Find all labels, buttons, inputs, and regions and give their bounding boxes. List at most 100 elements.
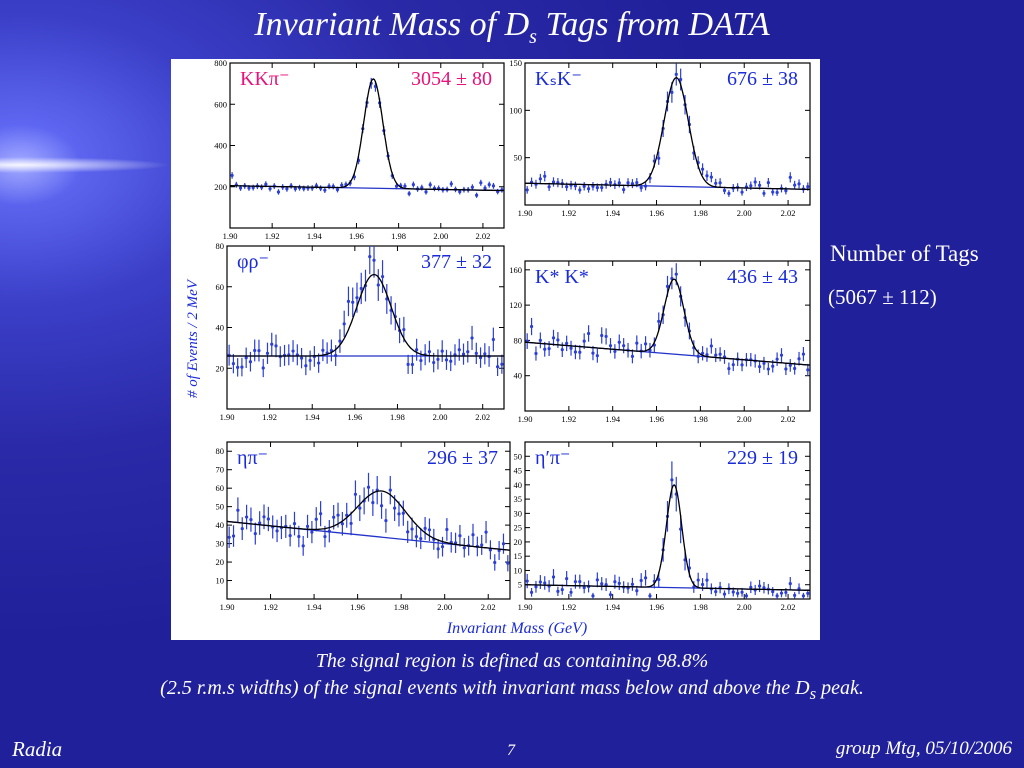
data-point <box>582 339 586 343</box>
data-point <box>749 585 753 589</box>
y-tick-label: 40 <box>514 371 523 381</box>
data-point <box>276 190 281 194</box>
data-point <box>757 365 762 369</box>
data-point <box>301 544 305 548</box>
x-tick-label: 2.02 <box>781 208 796 218</box>
data-point <box>749 184 753 188</box>
data-point <box>657 578 661 582</box>
x-tick-label: 2.00 <box>437 602 452 612</box>
data-point <box>600 582 604 586</box>
data-point <box>445 527 449 532</box>
data-point <box>740 363 744 367</box>
x-tick-label: 2.00 <box>737 208 752 218</box>
data-point <box>479 181 483 185</box>
x-tick-label: 1.98 <box>693 208 708 218</box>
data-point <box>538 580 542 584</box>
data-point <box>393 506 397 510</box>
caption-subscript: s <box>809 684 817 703</box>
data-point <box>635 181 639 185</box>
data-point <box>806 184 810 189</box>
data-point <box>293 187 297 191</box>
data-point <box>775 190 779 195</box>
data-point <box>608 180 613 185</box>
data-point <box>538 338 542 342</box>
data-point <box>617 181 621 185</box>
data-point <box>591 351 595 355</box>
y-tick-label: 20 <box>216 557 225 567</box>
data-point <box>323 188 327 192</box>
y-tick-label: 200 <box>214 182 227 192</box>
data-point <box>458 190 462 194</box>
data-point <box>493 560 497 565</box>
x-tick-label: 1.90 <box>518 602 533 612</box>
data-point <box>410 527 414 531</box>
y-tick-label: 20 <box>216 363 225 373</box>
data-point <box>793 366 797 371</box>
data-point <box>258 521 262 525</box>
data-point <box>314 184 319 188</box>
data-point <box>731 590 735 594</box>
plot-panel-kkpi: 1.90 1.92 1.94 1.96 1.98 2.00 2.02 200 400 600 800… <box>214 59 505 241</box>
plot-panel-kskk: 1.90 1.92 1.94 1.96 1.98 2.00 2.02 50 100 150 KₛK⁻… <box>509 59 811 218</box>
y-tick-label: 35 <box>514 494 523 504</box>
y-tick-label: 50 <box>514 451 523 461</box>
data-point <box>643 342 648 346</box>
data-point <box>608 593 613 597</box>
data-point <box>771 190 775 194</box>
data-point <box>249 518 253 522</box>
data-point <box>342 322 346 326</box>
data-point <box>310 530 314 534</box>
data-point <box>257 349 261 353</box>
y-tick-label: 30 <box>514 508 523 518</box>
data-point <box>353 492 358 496</box>
data-point <box>379 504 384 508</box>
data-point <box>635 589 639 593</box>
data-point <box>427 528 432 532</box>
data-point <box>797 357 801 361</box>
data-point <box>529 590 534 594</box>
data-point <box>406 362 410 366</box>
data-point <box>727 367 731 371</box>
y-tick-label: 5 <box>518 580 522 590</box>
data-point <box>714 589 718 594</box>
data-point <box>573 350 578 354</box>
decay-mode-label: K* K* <box>535 266 589 288</box>
data-point <box>604 583 608 587</box>
slide-title: Invariant Mass of Ds Tags from DATA <box>0 6 1024 49</box>
x-tick-label: 1.98 <box>391 231 406 241</box>
data-point <box>639 578 643 583</box>
x-axis-title: Invariant Mass (GeV) <box>446 620 587 637</box>
x-tick-label: 1.90 <box>518 414 533 424</box>
data-point <box>240 365 244 369</box>
data-point <box>775 594 779 598</box>
x-tick-label: 1.94 <box>307 602 323 612</box>
data-point <box>573 580 578 584</box>
decay-mode-label: φρ⁻ <box>237 251 269 273</box>
x-tick-label: 1.94 <box>605 602 621 612</box>
x-tick-label: 1.90 <box>220 602 235 612</box>
data-point <box>304 364 308 368</box>
data-point <box>432 360 436 365</box>
data-point <box>744 594 749 598</box>
data-point <box>705 578 709 582</box>
x-tick-label: 2.00 <box>433 231 448 241</box>
x-tick-label: 2.02 <box>481 602 496 612</box>
plot-frame <box>524 441 811 600</box>
data-point <box>466 350 470 354</box>
x-tick-label: 1.96 <box>347 412 362 422</box>
yield-label: 229 ± 19 <box>727 447 798 469</box>
data-point <box>543 581 547 585</box>
signal-fit-curve <box>226 490 511 551</box>
data-point <box>420 185 424 190</box>
data-point <box>231 534 236 538</box>
data-point <box>244 515 249 519</box>
data-point <box>551 180 556 184</box>
data-point <box>488 548 493 552</box>
data-point <box>595 578 599 582</box>
data-point <box>358 506 362 510</box>
caption-line-1: The signal region is defined as containi… <box>315 650 709 672</box>
data-point <box>643 576 648 580</box>
y-tick-label: 120 <box>509 300 522 310</box>
data-point <box>483 352 487 356</box>
data-point <box>595 185 599 190</box>
